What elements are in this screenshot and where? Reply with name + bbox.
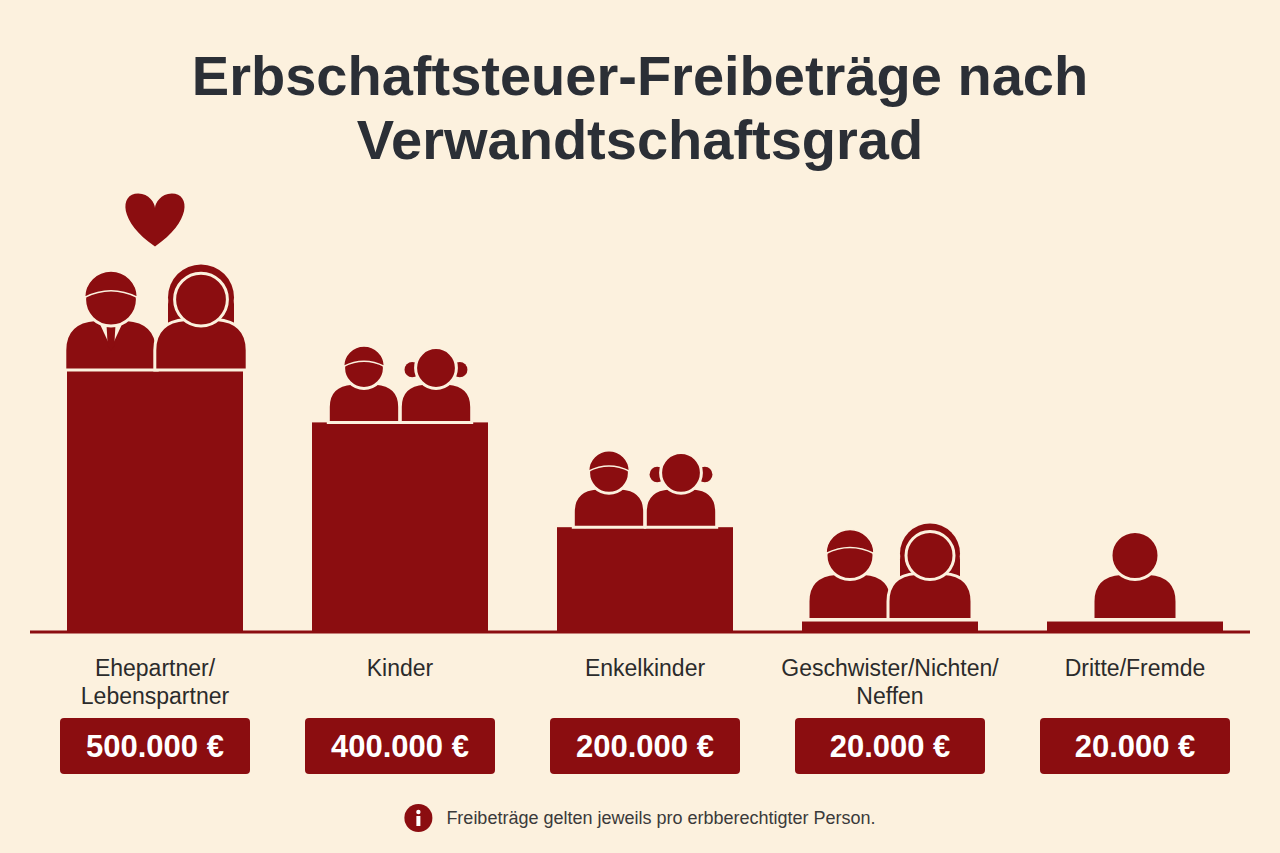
- person-icon: [155, 264, 247, 370]
- value-label-box: [1040, 718, 1230, 774]
- value-label: 400.000 €: [305, 718, 495, 774]
- category-label-line: Kinder: [367, 655, 434, 681]
- value-label-box: [795, 718, 985, 774]
- icons: [65, 194, 1177, 620]
- title-line: Verwandtschaftsgrad: [357, 108, 923, 171]
- value-label-text: 20.000 €: [830, 729, 951, 764]
- value-label: 20.000 €: [795, 718, 985, 774]
- person-icon: [888, 524, 972, 620]
- hair: [826, 530, 874, 554]
- value-label-text: 500.000 €: [86, 729, 224, 764]
- heart-icon: [125, 194, 184, 247]
- info-icon: [404, 804, 432, 832]
- bars: [67, 370, 1223, 632]
- tie: [107, 326, 116, 350]
- category-label-line: Dritte/Fremde: [1065, 655, 1206, 681]
- value-label: 500.000 €: [60, 718, 250, 774]
- value-label-text: 200.000 €: [576, 729, 714, 764]
- background: [0, 0, 1280, 853]
- footnote: Freibeträge gelten jeweils pro erbberech…: [404, 804, 875, 832]
- category-label: Enkelkinder: [585, 655, 706, 681]
- hair: [85, 271, 138, 297]
- title: Erbschaftsteuer-Freibeträge nachVerwandt…: [192, 44, 1088, 171]
- person-icon: [1093, 532, 1177, 620]
- category-label: Dritte/Fremde: [1065, 655, 1206, 681]
- category-label-line: Enkelkinder: [585, 655, 706, 681]
- person-icon: [65, 271, 157, 370]
- axis-line: [30, 631, 1250, 634]
- category-label-line: Geschwister/Nichten/: [781, 655, 999, 681]
- chart: Erbschaftsteuer-Freibeträge nachVerwandt…: [0, 0, 1280, 853]
- value-label-box: [305, 718, 495, 774]
- value-label-text: 400.000 €: [331, 729, 469, 764]
- category-label-line: Ehepartner/: [95, 655, 216, 681]
- info-icon-bar: [416, 816, 420, 826]
- head: [416, 348, 457, 389]
- annotation: Freibeträge gelten jeweils pro erbberech…: [446, 808, 875, 828]
- person-icon: [573, 451, 644, 528]
- category-label: Geschwister/Nichten/Neffen: [781, 655, 999, 709]
- head: [661, 452, 702, 493]
- value-label: 200.000 €: [550, 718, 740, 774]
- bar: [802, 622, 978, 632]
- person-icon: [645, 452, 716, 527]
- bar: [312, 422, 488, 632]
- value-label: 20.000 €: [1040, 718, 1230, 774]
- title-line: Erbschaftsteuer-Freibeträge nach: [192, 44, 1088, 107]
- bar: [557, 527, 733, 632]
- info-icon-dot: [416, 810, 420, 814]
- head: [1111, 532, 1159, 580]
- head: [175, 273, 228, 326]
- value-label-box: [60, 718, 250, 774]
- person-icon: [328, 346, 399, 423]
- person-icon: [808, 530, 892, 620]
- hair: [589, 451, 630, 471]
- person-icon: [400, 348, 471, 423]
- category-label-line: Neffen: [856, 683, 923, 709]
- category-label: Kinder: [367, 655, 434, 681]
- value-label-text: 20.000 €: [1075, 729, 1196, 764]
- value-label-box: [550, 718, 740, 774]
- category-label: Ehepartner/Lebenspartner: [81, 655, 230, 709]
- bar: [1047, 622, 1223, 632]
- bar: [67, 370, 243, 632]
- category-label-line: Lebenspartner: [81, 683, 230, 709]
- hair: [344, 346, 385, 366]
- head: [906, 532, 954, 580]
